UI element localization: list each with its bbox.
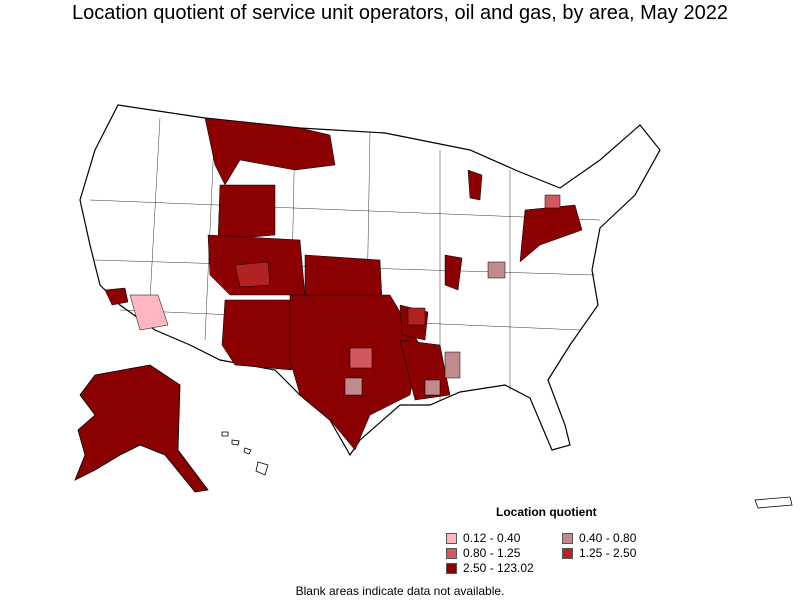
legend-swatch (446, 547, 457, 559)
legend-item: 2.50 - 123.02 (446, 561, 534, 575)
legend-item: 0.12 - 0.40 (446, 531, 520, 545)
legend-swatch (562, 547, 573, 559)
area-missouri (407, 307, 426, 326)
legend-item: 1.25 - 2.50 (562, 546, 636, 560)
legend-swatch (446, 562, 457, 574)
area-new-mexico (221, 299, 293, 371)
area-texas-mid (349, 347, 373, 369)
map-title: Location quotient of service unit operat… (72, 2, 728, 24)
area-new-york (544, 194, 561, 209)
legend-swatch (562, 532, 573, 544)
lq-mid-areas (129, 194, 561, 396)
alaska-area (74, 364, 209, 493)
legend-label: 0.12 - 0.40 (463, 531, 521, 545)
area-california-kern (104, 287, 129, 306)
legend-item: 0.40 - 0.80 (562, 531, 636, 545)
area-texas-oklahoma (289, 294, 421, 451)
legend-item: 0.80 - 1.25 (446, 546, 520, 560)
legend-label: 0.40 - 0.80 (579, 531, 637, 545)
legend-label: 2.50 - 123.02 (463, 561, 534, 575)
legend-label: 1.25 - 2.50 (579, 546, 637, 560)
area-illinois (444, 254, 463, 291)
area-arizona-low (129, 294, 169, 331)
area-ohio (487, 261, 506, 279)
area-colorado-mid (234, 261, 271, 288)
footnote: Blank areas indicate data not available. (295, 584, 505, 598)
legend-label: 0.80 - 1.25 (463, 546, 521, 560)
area-kansas (304, 254, 383, 301)
area-michigan (467, 169, 483, 201)
legend-swatch (446, 532, 457, 544)
area-montana (204, 117, 336, 186)
area-mississippi (444, 351, 461, 379)
area-alabama-mid (424, 379, 441, 396)
puerto-rico (754, 496, 793, 509)
legend-title: Location quotient (496, 505, 597, 519)
hawaii-islands (221, 431, 269, 476)
area-pennsylvania (519, 204, 583, 263)
area-texas-low (344, 377, 363, 396)
area-wyoming (217, 184, 276, 241)
